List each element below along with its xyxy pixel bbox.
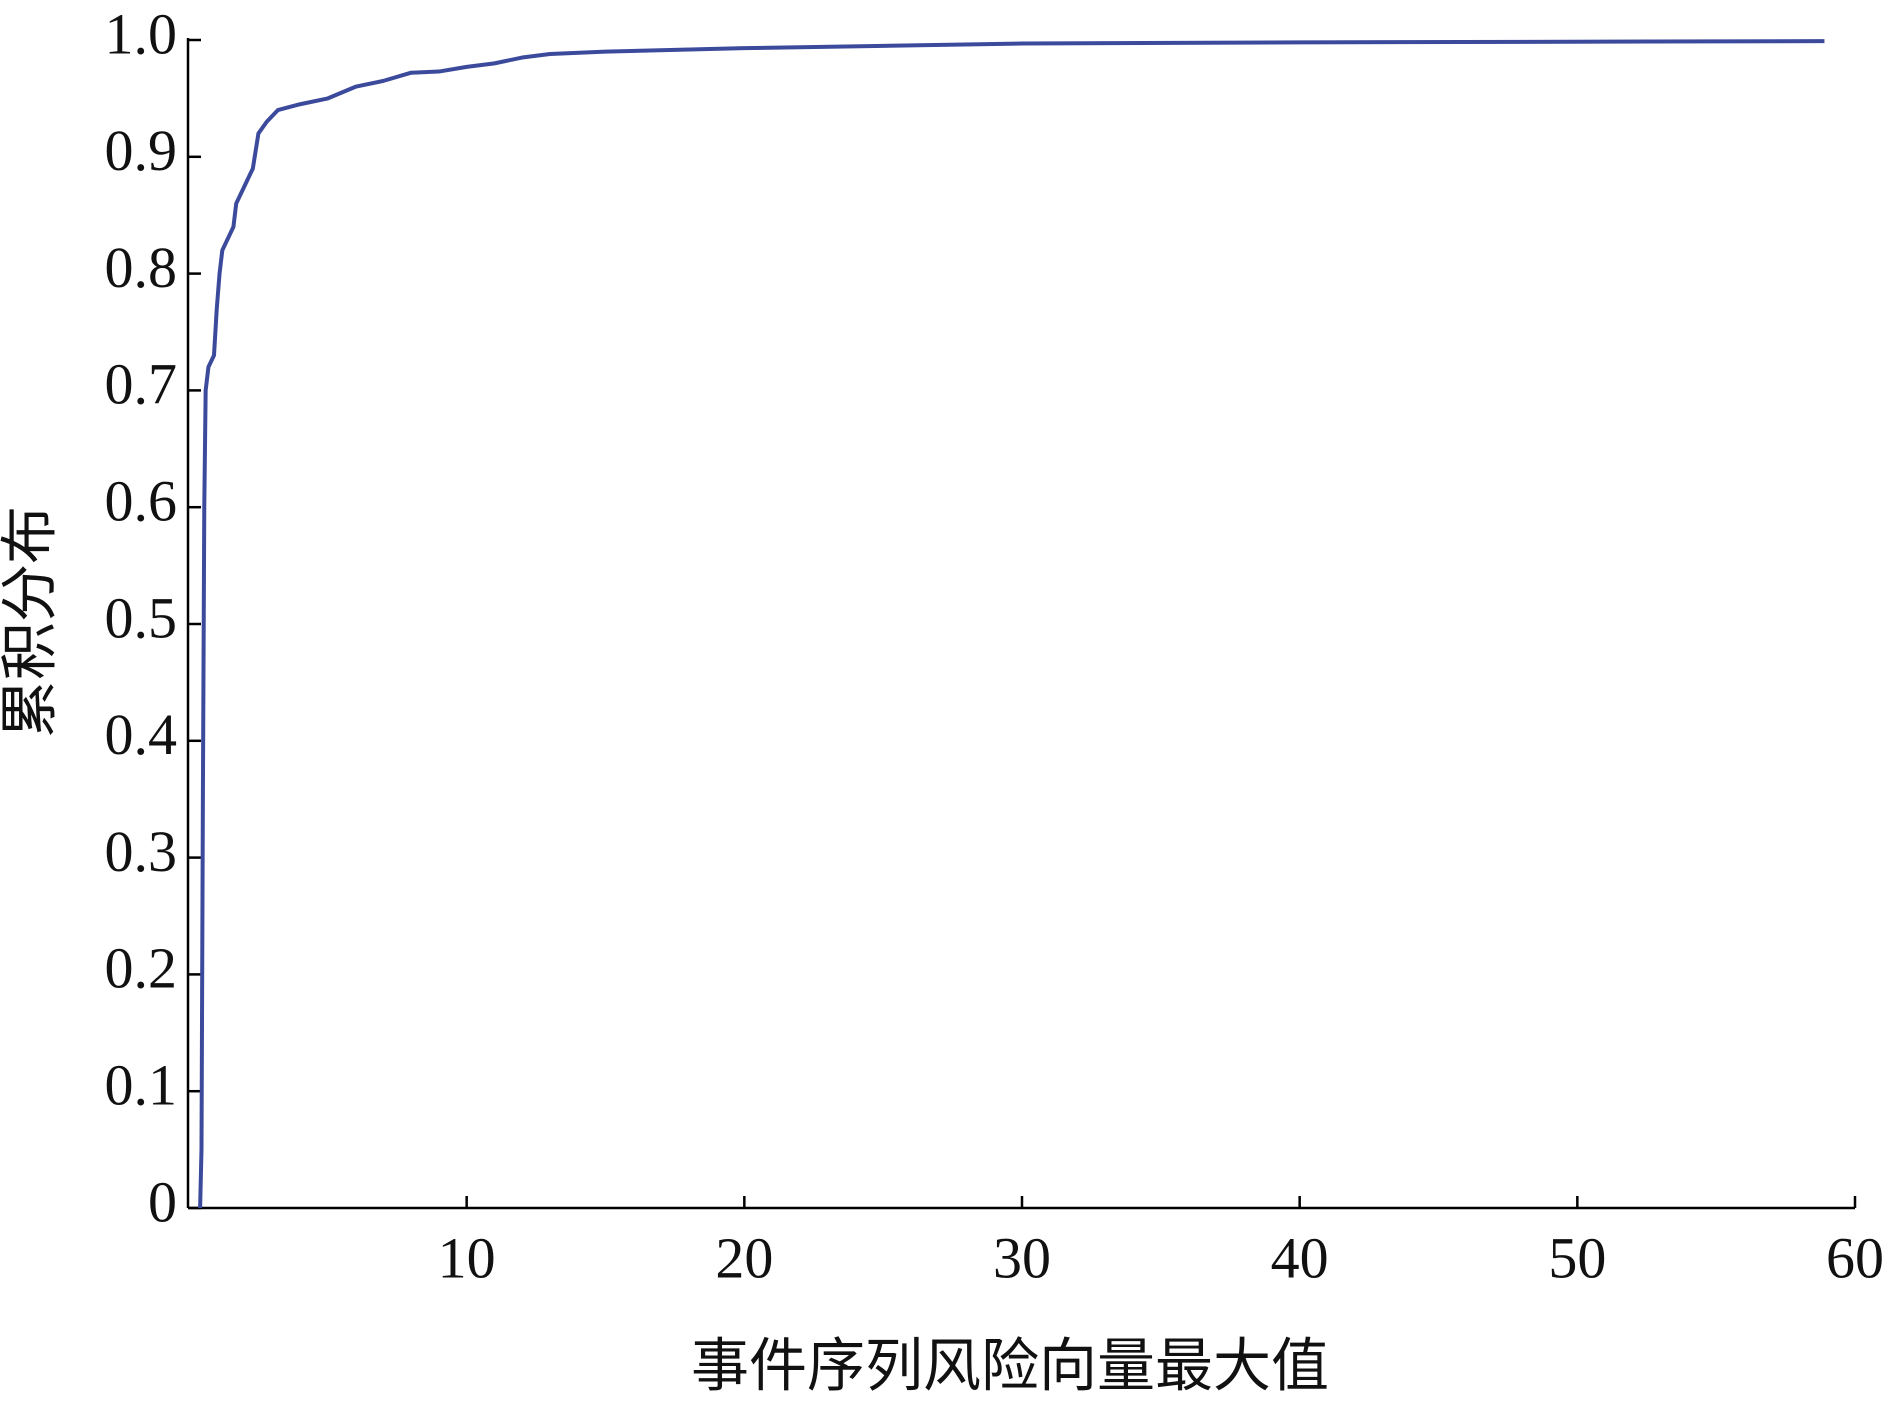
cdf-line bbox=[198, 39, 1825, 1209]
y-axis-label: 累积分布 bbox=[0, 506, 62, 738]
x-tick-label: 10 bbox=[438, 1225, 496, 1290]
y-tick-label: 0.1 bbox=[105, 1053, 178, 1118]
y-tick-label: 0.9 bbox=[105, 118, 178, 183]
x-tick-label: 50 bbox=[1548, 1225, 1606, 1290]
x-tick-label: 30 bbox=[993, 1225, 1051, 1290]
y-tick-label: 0.3 bbox=[105, 819, 178, 884]
y-tick-label: 0.5 bbox=[105, 585, 178, 650]
y-tick-label: 0.6 bbox=[105, 469, 178, 534]
x-tick-label: 20 bbox=[715, 1225, 773, 1290]
y-tick-label: 0.7 bbox=[105, 352, 178, 417]
y-tick-label: 0.8 bbox=[105, 235, 178, 300]
x-tick-label: 40 bbox=[1271, 1225, 1329, 1290]
x-tick-label: 60 bbox=[1826, 1225, 1884, 1290]
y-tick-label: 1.0 bbox=[105, 1, 178, 66]
x-axis-label: 事件序列风险向量最大值 bbox=[691, 1333, 1329, 1398]
y-tick-label: 0.2 bbox=[105, 936, 178, 1001]
y-tick-label: 0.4 bbox=[105, 702, 178, 767]
y-tick-label: 0 bbox=[148, 1169, 177, 1234]
